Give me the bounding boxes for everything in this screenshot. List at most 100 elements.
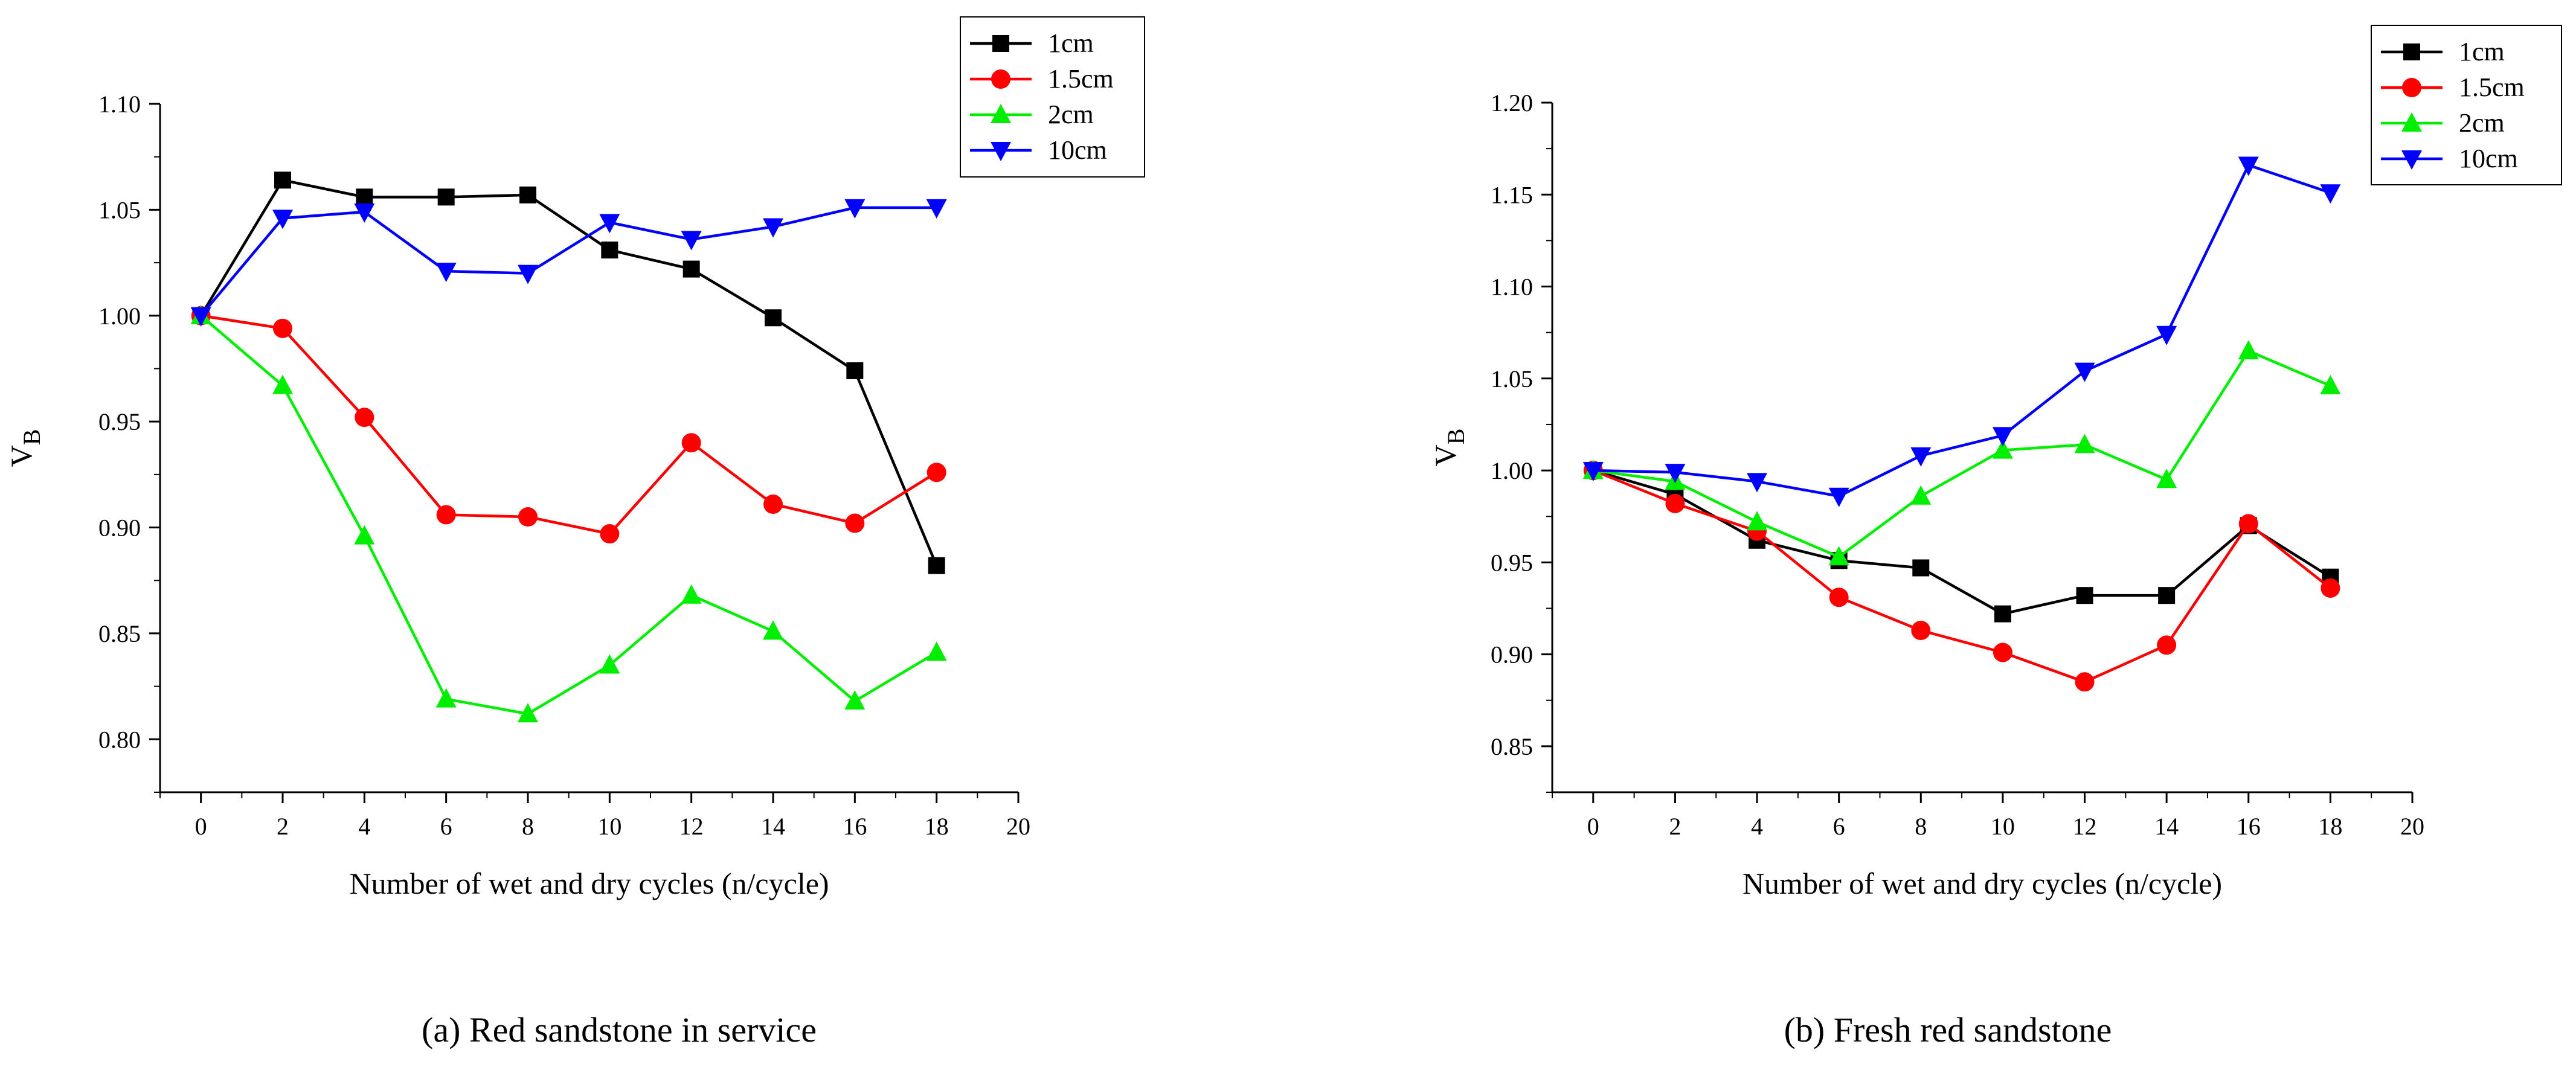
x-tick-label: 16 <box>2237 813 2261 840</box>
data-point <box>1911 621 1931 641</box>
y-axis-title-subscript: B <box>18 429 45 446</box>
data-point <box>2075 672 2095 692</box>
x-tick-label: 10 <box>597 813 622 840</box>
data-point <box>356 188 373 206</box>
series-line <box>200 315 937 716</box>
x-tick-label: 20 <box>2400 813 2424 840</box>
x-tick-label: 8 <box>1915 813 1927 840</box>
series-line <box>1593 349 2331 559</box>
y-tick-label: 0.85 <box>1491 733 1533 760</box>
caption-a: (a) Red sandstone in service <box>422 1010 817 1049</box>
data-point <box>1828 546 1849 566</box>
y-tick-label: 1.10 <box>1491 274 1533 301</box>
data-point <box>1993 642 2012 662</box>
data-point <box>2320 184 2341 204</box>
data-point <box>274 171 291 189</box>
data-point <box>1665 493 1685 513</box>
data-point <box>2320 374 2341 394</box>
legend-swatch-marker <box>992 35 1009 52</box>
y-tick-label: 1.05 <box>98 196 141 223</box>
legend-label: 1.5cm <box>2459 72 2525 102</box>
legend-label: 10cm <box>1048 135 1107 165</box>
data-point <box>2157 635 2177 655</box>
series-line <box>1593 163 2331 498</box>
x-tick-label: 4 <box>358 813 370 840</box>
data-point <box>1582 462 1604 482</box>
data-point <box>1994 605 2011 623</box>
data-point <box>272 210 293 229</box>
legend-swatch-marker <box>991 142 1011 161</box>
legend: 1cm 1.5cm 2cm 10cm <box>2371 25 2562 185</box>
data-point <box>765 309 782 327</box>
data-point <box>600 524 620 544</box>
x-tick-label: 2 <box>1669 813 1681 840</box>
series-line <box>1592 469 2331 684</box>
data-point <box>435 263 457 283</box>
x-tick-label: 12 <box>679 813 704 840</box>
data-point <box>1747 511 1768 531</box>
series-line <box>1593 469 2331 615</box>
data-point <box>926 199 947 219</box>
x-tick-label: 4 <box>1751 813 1763 840</box>
y-tick-label: 1.05 <box>1491 365 1533 392</box>
data-point <box>681 231 702 251</box>
x-tick-label: 20 <box>1006 813 1030 840</box>
x-tick-label: 16 <box>843 813 867 840</box>
data-point <box>354 525 375 545</box>
data-point <box>601 242 618 259</box>
data-point <box>2076 587 2093 604</box>
data-point <box>763 218 783 238</box>
data-point <box>763 620 783 640</box>
legend-swatch-marker <box>2401 112 2422 132</box>
y-tick-label: 1.00 <box>1491 457 1533 484</box>
x-tick-label: 18 <box>2318 813 2342 840</box>
data-point <box>845 513 865 533</box>
data-point <box>928 557 945 574</box>
data-point <box>683 260 700 278</box>
data-point <box>519 186 536 203</box>
y-tick-label: 1.00 <box>98 303 141 330</box>
y-tick-label: 1.10 <box>98 91 141 118</box>
y-tick-label: 1.20 <box>1491 89 1533 117</box>
data-point <box>2321 578 2340 598</box>
y-axis-title: VB <box>1428 429 1469 467</box>
data-point <box>763 494 783 514</box>
legend-swatch-marker <box>991 69 1010 89</box>
x-tick-label: 14 <box>761 813 785 840</box>
x-tick-label: 18 <box>925 813 949 840</box>
caption-b: (b) Fresh red sandstone <box>1784 1010 2112 1049</box>
data-point <box>2238 156 2259 176</box>
data-point <box>2158 587 2176 604</box>
y-tick-label: 0.80 <box>98 726 141 753</box>
legend-label: 2cm <box>2459 108 2505 138</box>
x-axis-title: Number of wet and dry cycles (n/cycle) <box>349 867 829 900</box>
series-line <box>199 178 938 566</box>
data-point <box>518 703 538 723</box>
x-tick-label: 0 <box>1587 813 1599 840</box>
y-axis-title-subscript: B <box>1442 429 1469 445</box>
data-point <box>1910 485 1932 505</box>
data-point <box>599 214 620 234</box>
data-point <box>681 584 702 604</box>
data-point <box>1992 439 2013 459</box>
series-10cm <box>1582 156 2341 507</box>
series-1.5cm <box>191 306 946 544</box>
legend-label: 2cm <box>1048 100 1094 129</box>
data-point <box>1747 473 1768 493</box>
data-point <box>518 507 538 527</box>
series-1.5cm <box>1583 461 2340 692</box>
data-point <box>1829 588 1849 607</box>
series-10cm <box>190 199 947 327</box>
series-line <box>201 314 937 536</box>
legend-label: 10cm <box>2459 144 2518 173</box>
data-point <box>2074 362 2095 382</box>
data-point <box>2238 514 2258 534</box>
legend-label: 1cm <box>1048 28 1094 58</box>
series-1cm <box>1584 462 2339 623</box>
data-point <box>2074 434 2095 453</box>
data-point <box>681 433 701 453</box>
x-tick-label: 6 <box>440 813 452 840</box>
data-point <box>355 408 374 428</box>
y-tick-label: 0.85 <box>98 620 141 647</box>
data-point <box>437 188 455 206</box>
